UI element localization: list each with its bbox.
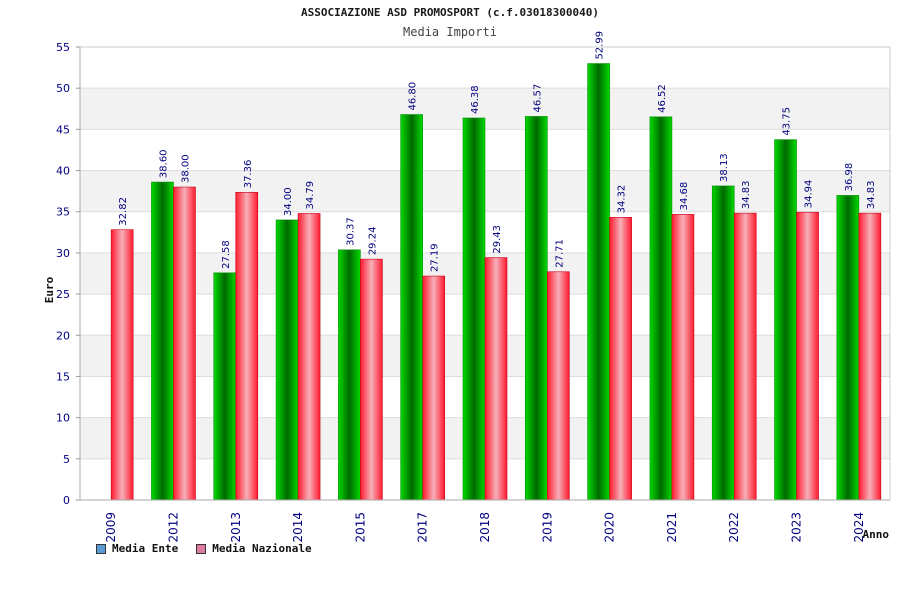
y-tick-label: 30 xyxy=(56,247,70,260)
value-label: 27.58 xyxy=(221,240,232,269)
legend-swatch-media-ente xyxy=(96,543,106,554)
chart-title: ASSOCIAZIONE ASD PROMOSPORT (c.f.0301830… xyxy=(300,6,599,19)
value-label: 30.37 xyxy=(345,217,356,246)
bar-media-ente xyxy=(338,249,361,501)
x-tick-label: 2014 xyxy=(291,512,305,543)
value-label: 34.83 xyxy=(866,180,877,209)
x-tick-label: 2023 xyxy=(790,512,804,543)
x-tick-label: 2012 xyxy=(166,512,180,543)
bar-media-ente xyxy=(213,272,237,501)
bar-media-nazionale xyxy=(297,213,321,501)
value-label: 46.57 xyxy=(532,84,543,113)
bar-media-nazionale xyxy=(360,258,383,501)
bar-media-ente xyxy=(275,219,299,501)
legend-swatch-media-nazionale xyxy=(196,543,207,554)
value-label: 29.43 xyxy=(492,225,503,254)
y-tick-label: 55 xyxy=(56,41,70,54)
bar-media-nazionale xyxy=(173,186,196,501)
axes: 0 5 10 15 20 25 30 35 40 45 50 55 2009 2012 2013 2014 20… xyxy=(56,41,891,543)
value-label: 34.32 xyxy=(617,185,628,214)
x-tick-label: 2017 xyxy=(416,512,430,543)
value-label: 46.52 xyxy=(657,84,668,113)
bar-media-nazionale xyxy=(733,212,757,501)
bar-media-nazionale xyxy=(110,229,134,501)
x-tick-label: 2024 xyxy=(852,512,866,543)
y-tick-label: 20 xyxy=(56,329,70,342)
legend-item-media-nazionale: Media Nazionale xyxy=(196,542,312,555)
value-label: 27.19 xyxy=(430,243,441,272)
bar-media-ente xyxy=(774,139,797,501)
bar-media-ente xyxy=(711,185,735,501)
y-tick-label: 0 xyxy=(63,494,70,507)
y-tick-label: 50 xyxy=(56,82,70,95)
x-tick-label: 2009 xyxy=(104,512,118,543)
legend-label-media-ente: Media Ente xyxy=(112,542,179,555)
value-label: 43.75 xyxy=(782,107,793,136)
value-label: 34.83 xyxy=(741,180,752,209)
legend-item-media-ente: Media Ente xyxy=(96,542,178,555)
value-label: 52.99 xyxy=(595,31,606,60)
value-label: 29.24 xyxy=(367,227,378,256)
value-label: 34.68 xyxy=(679,182,690,211)
y-tick-label: 25 xyxy=(56,288,70,301)
value-label: 27.71 xyxy=(554,239,565,268)
value-label: 37.36 xyxy=(243,160,254,189)
x-tick-label: 2021 xyxy=(665,512,679,543)
y-tick-label: 10 xyxy=(56,412,70,425)
chart-subtitle: Media Importi xyxy=(403,25,497,39)
y-tick-label: 15 xyxy=(56,370,70,383)
value-label: 34.94 xyxy=(804,180,815,209)
bar-media-ente xyxy=(587,63,610,501)
bar-media-nazionale xyxy=(547,271,570,501)
grid-band xyxy=(80,47,890,89)
value-label: 46.80 xyxy=(408,82,419,111)
value-label: 34.00 xyxy=(283,187,294,216)
bar-media-nazionale xyxy=(422,275,445,501)
bar-media-ente xyxy=(836,195,860,501)
y-axis-title: Euro xyxy=(43,276,56,303)
value-label: 38.00 xyxy=(180,154,191,183)
y-tick-label: 45 xyxy=(56,123,70,136)
bar-media-nazionale xyxy=(609,217,632,501)
bar-media-ente xyxy=(400,114,423,501)
bar-media-nazionale xyxy=(858,212,882,501)
legend-label-media-nazionale: Media Nazionale xyxy=(212,542,312,555)
value-label: 36.98 xyxy=(844,163,855,192)
bar-media-ente xyxy=(649,116,673,501)
value-labels: 32.82 38.60 38.00 27.58 37.36 34.00 34.79 30.37… xyxy=(118,31,877,272)
bar-media-nazionale xyxy=(484,257,508,501)
x-axis-title: Anno xyxy=(863,528,890,541)
value-label: 34.79 xyxy=(305,181,316,210)
bar-media-nazionale xyxy=(796,211,819,501)
value-label: 32.82 xyxy=(118,197,129,226)
y-tick-label: 40 xyxy=(56,165,70,178)
bar-media-ente xyxy=(151,181,174,501)
legend: Media Ente Media Nazionale xyxy=(96,542,312,555)
y-tick-label: 5 xyxy=(63,453,70,466)
value-label: 38.60 xyxy=(158,149,169,178)
x-tick-label: 2022 xyxy=(727,512,741,543)
x-tick-label: 2020 xyxy=(603,512,617,543)
value-label: 38.13 xyxy=(719,153,730,182)
bar-media-ente xyxy=(462,117,486,501)
x-tick-label: 2015 xyxy=(353,512,367,543)
x-tick-label: 2018 xyxy=(478,512,492,543)
bar-media-nazionale xyxy=(235,191,259,501)
value-label: 46.38 xyxy=(470,85,481,114)
x-tick-label: 2019 xyxy=(540,512,554,543)
x-tick-label: 2013 xyxy=(229,512,243,543)
bar-media-ente xyxy=(525,116,548,501)
y-tick-label: 35 xyxy=(56,206,70,219)
bar-media-nazionale xyxy=(671,214,695,501)
